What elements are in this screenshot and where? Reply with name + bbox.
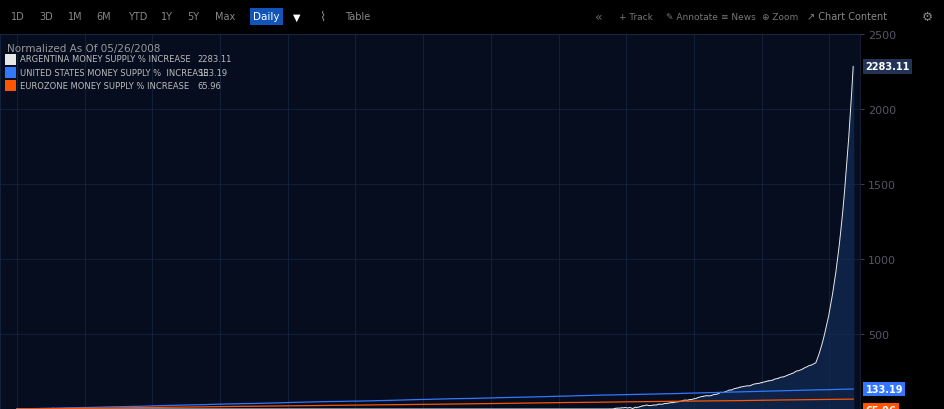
Text: 6M: 6M [96,12,110,22]
Text: 65.96: 65.96 [865,405,895,409]
Text: «: « [595,11,602,24]
Text: 65.96: 65.96 [197,81,222,90]
Text: ≡ News: ≡ News [720,13,755,22]
Text: 2283.11: 2283.11 [865,62,909,72]
FancyBboxPatch shape [5,81,16,92]
Text: Daily: Daily [253,12,279,22]
Text: 3D: 3D [40,12,54,22]
Text: ⊕ Zoom: ⊕ Zoom [761,13,797,22]
Text: EUROZONE MONEY SUPPLY % INCREASE: EUROZONE MONEY SUPPLY % INCREASE [20,81,189,90]
Text: 2283.11: 2283.11 [197,55,232,64]
Text: Max: Max [215,12,235,22]
Text: Table: Table [345,12,370,22]
Text: ▼: ▼ [293,12,300,22]
Text: ✎ Annotate: ✎ Annotate [666,13,717,22]
FancyBboxPatch shape [5,54,16,66]
Text: ARGENTINA MONEY SUPPLY % INCREASE: ARGENTINA MONEY SUPPLY % INCREASE [20,55,190,64]
Text: ⌇: ⌇ [319,11,325,24]
Text: UNITED STATES MONEY SUPPLY %  INCREASE: UNITED STATES MONEY SUPPLY % INCREASE [20,68,208,77]
Text: 1Y: 1Y [160,12,173,22]
Text: ⚙: ⚙ [920,11,932,24]
Text: 133.19: 133.19 [197,68,227,77]
Text: 1M: 1M [68,12,82,22]
Text: 133.19: 133.19 [865,384,902,394]
Text: + Track: + Track [618,13,652,22]
Text: 5Y: 5Y [187,12,199,22]
Text: YTD: YTD [127,12,147,22]
Text: 1D: 1D [11,12,25,22]
Text: ↗ Chart Content: ↗ Chart Content [806,12,886,22]
Text: Normalized As Of 05/26/2008: Normalized As Of 05/26/2008 [7,44,160,54]
FancyBboxPatch shape [5,68,16,79]
